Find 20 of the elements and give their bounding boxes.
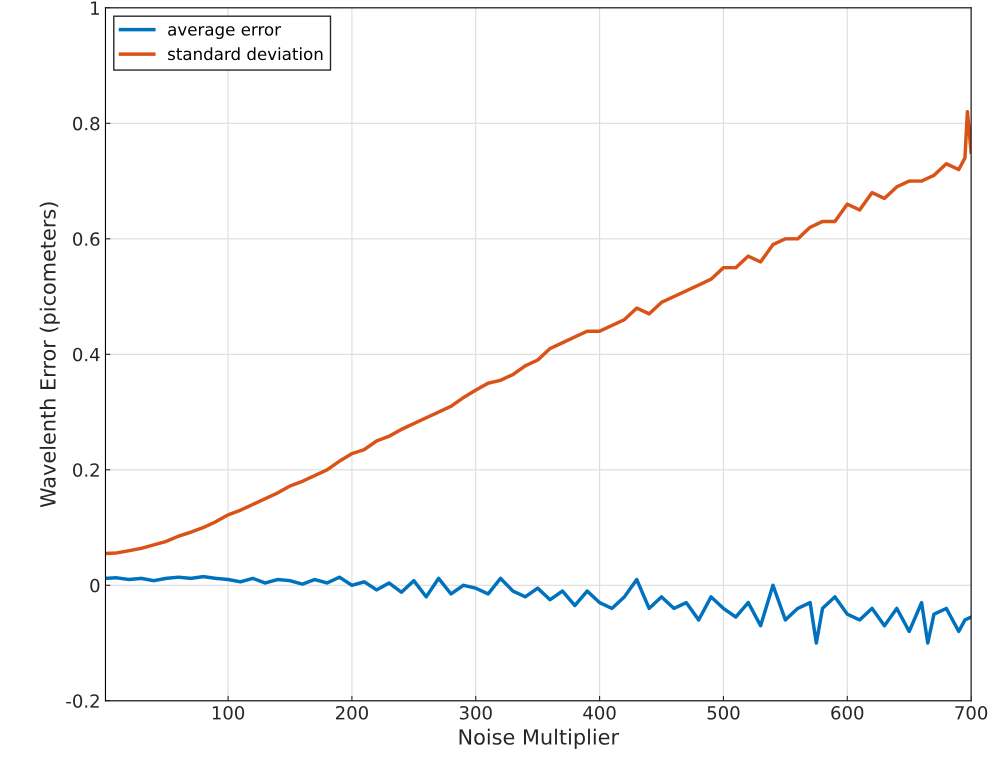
legend-label: standard deviation [168, 47, 322, 60]
x-tick-label: 300 [460, 706, 492, 720]
legend-label: average error [168, 26, 282, 39]
y-tick-label: 0 [90, 578, 100, 592]
y-tick-label: 0.8 [73, 116, 100, 130]
x-tick-label: 200 [336, 706, 368, 720]
y-axis-title: Wavelenth Error (picometers) [40, 202, 60, 508]
x-tick-label: 400 [583, 706, 616, 720]
y-tick-label: 0.4 [73, 348, 100, 362]
y-tick-label: 0.6 [73, 232, 100, 246]
x-tick-label: 700 [955, 706, 988, 720]
x-tick-label: 500 [708, 706, 740, 720]
x-axis-title: Noise Multiplier [460, 728, 620, 749]
line-series [105, 110, 972, 556]
y-tick-label: -0.2 [66, 694, 99, 708]
x-tick-label: 100 [212, 706, 244, 720]
line-series [105, 574, 972, 645]
y-tick-label: 1 [91, 2, 99, 15]
y-tick-label: 0.2 [73, 463, 99, 477]
x-tick-label: 600 [831, 706, 864, 720]
